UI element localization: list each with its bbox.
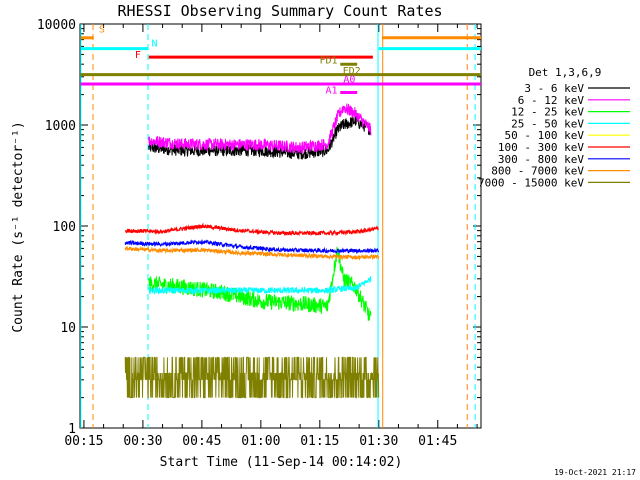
annotation-f: F (135, 50, 141, 61)
timestamp: 19-Oct-2021 21:17 (554, 468, 636, 477)
y-tick-label: 10000 (37, 18, 76, 33)
series-line-2 (148, 246, 372, 321)
annotation-a0: A0 (343, 74, 355, 85)
legend-label: 100 - 300 keV (498, 141, 584, 154)
series-line-1 (148, 103, 372, 154)
annotation-fd1: FD1 (319, 56, 337, 67)
series-line-6 (124, 239, 380, 255)
x-tick-label: 01:45 (418, 434, 457, 449)
x-axis-label: Start Time (11-Sep-14 00:14:02) (160, 455, 403, 470)
x-tick-label: 01:30 (359, 434, 398, 449)
legend-label: 50 - 100 keV (505, 129, 585, 142)
legend-title: Det 1,3,6,9 (529, 66, 602, 79)
legend-label: 800 - 7000 keV (491, 165, 584, 178)
x-tick-label: 00:45 (182, 434, 221, 449)
x-tick-label: 00:30 (123, 434, 162, 449)
x-tick-label: 00:15 (64, 434, 103, 449)
legend-label: 6 - 12 keV (518, 94, 585, 107)
x-tick-label: 01:15 (300, 434, 339, 449)
legend-label: 12 - 25 keV (511, 106, 584, 119)
series-line-8 (124, 356, 380, 399)
chart-title: RHESSI Observing Summary Count Rates (117, 2, 442, 20)
series-line-7 (124, 245, 380, 261)
x-tick-label: 01:00 (241, 434, 280, 449)
annotation-fd2: FD2 (343, 66, 361, 77)
legend-label: 25 - 50 keV (511, 117, 584, 130)
series-line-5 (124, 222, 379, 237)
y-tick-label: 1000 (45, 119, 76, 134)
legend-label: 300 - 800 keV (498, 153, 584, 166)
annotation-n: N (152, 38, 158, 49)
y-tick-label: 10 (60, 321, 76, 336)
y-tick-label: 1 (68, 422, 76, 437)
legend-label: 3 - 6 keV (524, 82, 584, 95)
annotation-a1: A1 (325, 86, 337, 97)
y-axis-label: Count Rate (s⁻¹ detector⁻¹) (11, 121, 26, 332)
series-line-0 (148, 115, 372, 160)
y-tick-label: 100 (53, 220, 76, 235)
annotation-s: S (99, 25, 105, 36)
legend-label: 7000 - 15000 keV (478, 176, 584, 189)
series-line-3 (148, 276, 372, 295)
